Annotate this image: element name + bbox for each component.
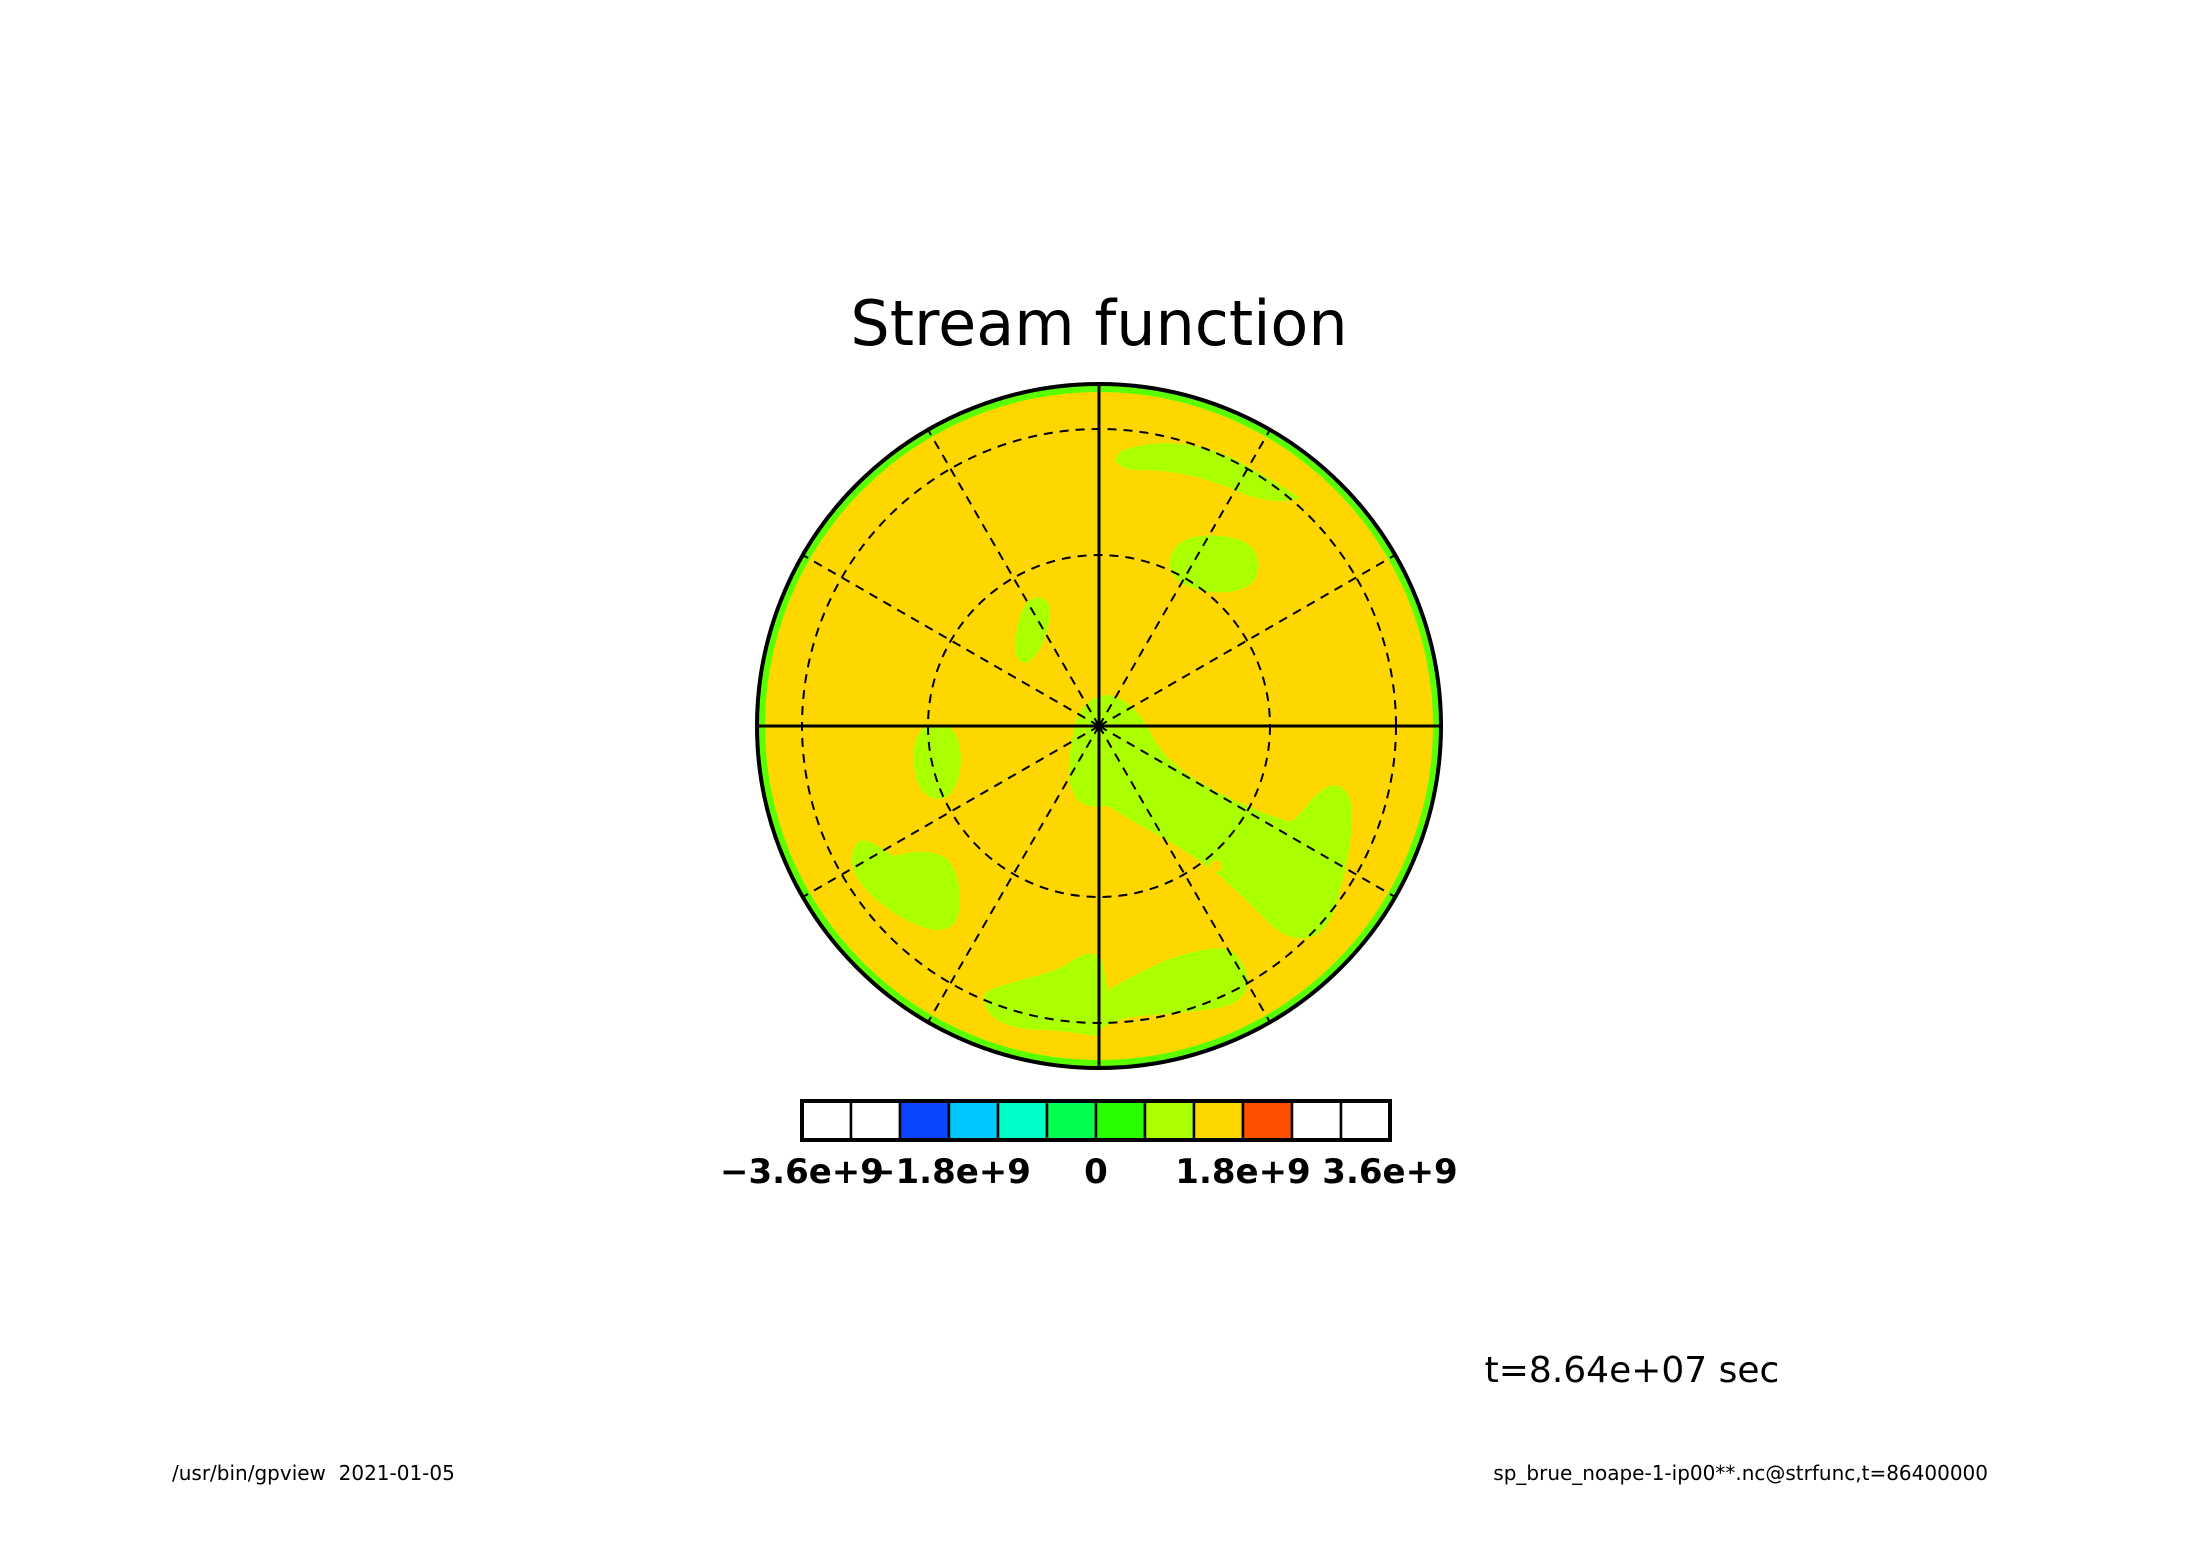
colorbar-swatch: [849, 1099, 902, 1142]
green-contour-regions: [851, 443, 1353, 1036]
contour-region: [1116, 443, 1300, 502]
colorbar-swatch: [1094, 1099, 1147, 1142]
colorbar-tick-label: −1.8e+9: [867, 1152, 1031, 1192]
polar-axes: [757, 384, 1441, 1068]
colorbar: [800, 1099, 1392, 1142]
footer-left: /usr/bin/gpview 2021-01-05: [172, 1461, 455, 1485]
contour-region: [1210, 860, 1222, 872]
contour-region: [983, 948, 1248, 1036]
contour-region: [913, 724, 961, 799]
disk-outline: [755, 382, 1443, 1070]
contour-region: [1068, 694, 1353, 939]
colorbar-outline: [800, 1099, 1392, 1142]
colorbar-swatch: [800, 1099, 853, 1142]
contour-region: [1014, 597, 1051, 663]
colorbar-tick-label: 0: [1084, 1152, 1108, 1192]
colorbar-swatch: [898, 1099, 951, 1142]
colorbar-tick-label: 1.8e+9: [1175, 1152, 1310, 1192]
colorbar-swatch: [1143, 1099, 1196, 1142]
chart-title: Stream function: [850, 287, 1347, 360]
colorbar-swatch: [1192, 1099, 1245, 1142]
colorbar-swatch: [1045, 1099, 1098, 1142]
colorbar-swatch: [1339, 1099, 1392, 1142]
colorbar-swatch: [996, 1099, 1049, 1142]
colorbar-swatch: [947, 1099, 1000, 1142]
contour-region: [851, 840, 960, 930]
contour-region: [1169, 535, 1259, 593]
footer-right: sp_brue_noape-1-ip00**.nc@strfunc,t=8640…: [1493, 1461, 1988, 1485]
colorbar-tick-label: 3.6e+9: [1322, 1152, 1457, 1192]
colorbar-swatch: [1290, 1099, 1343, 1142]
colorbar-swatch: [1241, 1099, 1294, 1142]
colorbar-labels: −3.6e+9−1.8e+9 0 1.8e+9 3.6e+9: [720, 1152, 1458, 1192]
colorbar-tick-label: −3.6e+9: [720, 1152, 884, 1192]
time-label: t=8.64e+07 sec: [1485, 1350, 1780, 1391]
